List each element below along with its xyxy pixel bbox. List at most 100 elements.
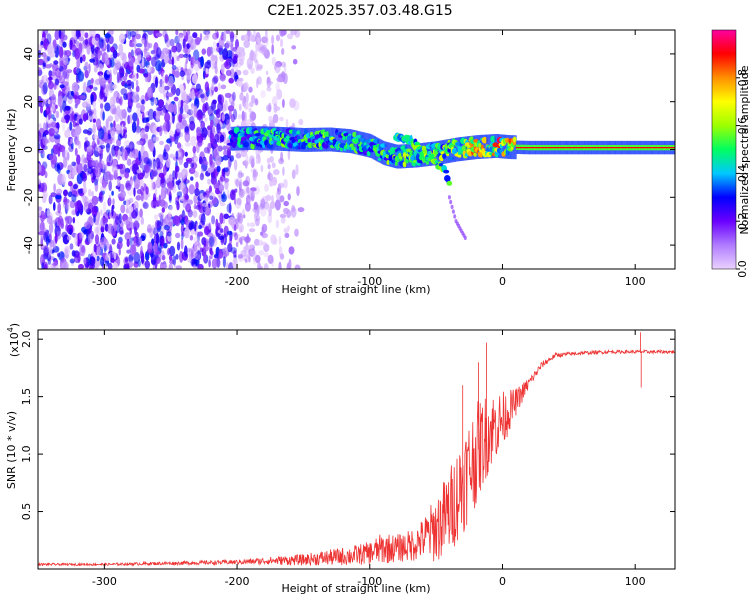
noise-cell (68, 228, 73, 236)
noise-cell (231, 232, 237, 237)
noise-cell (206, 46, 212, 57)
noise-cell (81, 101, 89, 109)
noise-cell (152, 193, 157, 205)
noise-cell (104, 53, 110, 61)
noise-cell (121, 145, 125, 153)
noise-cell (177, 34, 185, 42)
noise-cell (48, 76, 53, 81)
noise-cell (188, 92, 193, 99)
noise-cell (238, 103, 242, 112)
noise-cell (275, 82, 280, 93)
noise-cell (65, 215, 70, 225)
noise-cell (222, 48, 229, 60)
tail-blob (447, 195, 451, 200)
noise-cell (74, 48, 80, 60)
noise-cell (158, 212, 164, 220)
noise-cell (93, 214, 96, 223)
noise-cell (234, 179, 240, 187)
noise-cell (127, 83, 132, 90)
noise-cell (189, 56, 195, 62)
noise-cell (201, 202, 209, 207)
noise-cell (181, 209, 185, 221)
noise-cell (62, 41, 67, 48)
noise-cell (48, 80, 54, 90)
noise-cell (72, 217, 76, 224)
colorbar-tick-label: 0.0 (736, 260, 749, 278)
noise-cell (257, 76, 262, 85)
noise-cell (147, 86, 153, 99)
noise-cell (190, 162, 195, 169)
noise-cell (112, 67, 118, 75)
noise-cell (41, 149, 45, 155)
noise-cell (43, 55, 49, 64)
noise-cell (161, 207, 165, 213)
noise-cell (291, 169, 296, 180)
noise-cell (53, 202, 56, 211)
noise-cell (95, 59, 99, 69)
noise-cell (232, 47, 237, 52)
noise-cell (112, 83, 117, 90)
noise-cell (82, 180, 87, 188)
noise-cell (280, 217, 286, 224)
noise-cell (108, 194, 112, 207)
noise-cell (257, 262, 261, 269)
signal-blob (306, 132, 311, 139)
noise-cell (68, 145, 74, 153)
noise-cell (93, 166, 98, 175)
noise-cell (250, 195, 254, 202)
noise-cell (75, 30, 80, 38)
noise-cell (275, 34, 281, 42)
noise-cell (154, 214, 158, 220)
noise-cell (183, 113, 190, 118)
noise-cell (78, 36, 85, 42)
noise-cell (64, 114, 71, 121)
noise-cell (43, 245, 50, 257)
noise-cell (142, 117, 149, 123)
noise-cell (104, 91, 109, 97)
noise-cell (127, 30, 132, 40)
noise-cell (87, 166, 94, 175)
noise-cell (229, 68, 235, 79)
noise-cell (220, 193, 227, 203)
noise-cell (140, 245, 143, 257)
noise-cell (213, 116, 219, 124)
noise-cell (243, 34, 249, 42)
signal-halo (235, 126, 238, 151)
noise-cell (254, 211, 257, 218)
noise-cell (238, 188, 245, 198)
noise-cell (50, 121, 58, 128)
noise-cell (116, 105, 121, 117)
noise-cell (110, 252, 113, 263)
noise-cell (288, 258, 292, 269)
noise-cell (180, 218, 185, 226)
noise-cell (81, 175, 85, 180)
noise-cell (96, 255, 100, 262)
noise-cell (234, 33, 238, 40)
noise-cell (237, 254, 244, 259)
noise-cell (263, 263, 269, 269)
noise-cell (182, 198, 187, 209)
noise-cell (111, 165, 119, 174)
noise-cell (147, 138, 153, 150)
signal-halo (339, 128, 342, 153)
noise-cell (95, 118, 102, 129)
noise-cell (74, 233, 78, 246)
noise-cell (50, 114, 55, 120)
noise-cell (271, 56, 277, 66)
noise-cell (280, 151, 284, 163)
noise-cell (62, 69, 70, 80)
noise-cell (140, 159, 145, 171)
snr-x-axis: -300 -200 -100 0 100 (92, 330, 646, 588)
noise-cell (38, 135, 42, 143)
noise-cell (237, 81, 243, 87)
noise-cell (191, 89, 195, 101)
noise-cell (53, 127, 59, 135)
noise-cell (100, 237, 107, 249)
noise-cell (139, 237, 143, 245)
noise-cell (38, 98, 45, 108)
noise-cell (184, 151, 188, 157)
noise-cell (102, 217, 109, 224)
noise-cell (219, 202, 226, 207)
noise-cell (203, 244, 209, 252)
noise-cell (135, 102, 142, 109)
